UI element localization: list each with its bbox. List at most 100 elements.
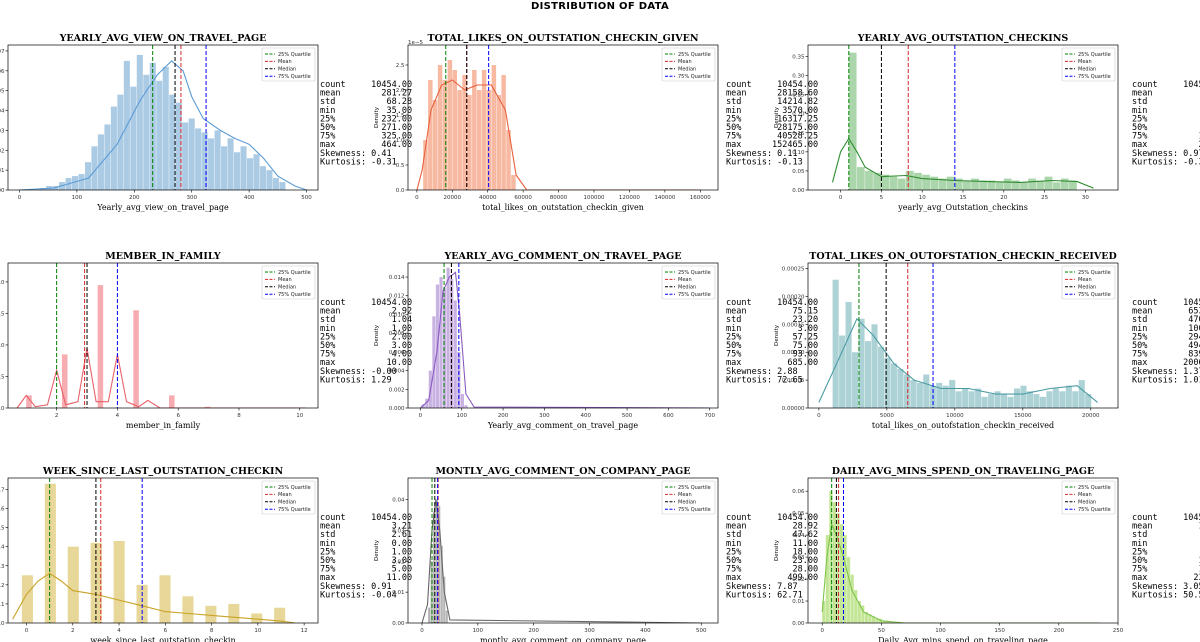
histogram-bar — [188, 118, 195, 190]
y-tick-label: 1.0 — [0, 343, 5, 349]
x-tick-label: 100 — [935, 628, 946, 634]
y-tick-label: 0.04 — [392, 498, 405, 504]
legend-box — [1061, 265, 1116, 300]
histogram-bar — [511, 175, 516, 190]
chart-panel-8: MONTLY_AVG_COMMENT_ON_COMPANY_PAGE 0 100 20… — [374, 466, 818, 642]
x-axis-label: total_likes_on_outofstation_checkin_rece… — [872, 421, 1054, 430]
histogram-bar — [1039, 396, 1046, 408]
x-tick-label: 5000 — [880, 413, 894, 419]
histogram-bar — [501, 75, 506, 190]
histogram-bar — [848, 52, 857, 190]
plot-frame — [7, 262, 319, 409]
stats-line: std 2.61 — [320, 530, 412, 540]
y-tick-label: 0.01 — [792, 599, 804, 605]
histogram-bar — [1046, 391, 1053, 408]
x-tick-label: 10 — [296, 413, 303, 419]
y-tick-label: 0.03 — [792, 555, 805, 561]
x-tick-label: 30 — [1082, 195, 1089, 201]
histogram-bar — [437, 65, 443, 190]
legend-label: 25% Quartile — [678, 485, 711, 491]
stats-line: Skewness: 2.88 — [726, 367, 798, 377]
stats-line: 25% 232.00 — [320, 114, 412, 124]
legend-box — [261, 47, 316, 82]
histogram-bar — [890, 363, 897, 408]
histogram-bar — [195, 128, 202, 190]
stats-line: mean 28158.60 — [726, 89, 818, 99]
histogram-bar — [432, 100, 438, 190]
histogram-bar — [1065, 385, 1072, 408]
histogram-bar — [452, 70, 457, 190]
histogram-bar — [133, 310, 139, 408]
plot-frame — [807, 477, 1119, 624]
histogram-bar — [136, 54, 143, 190]
legend-label: Median — [1078, 67, 1096, 73]
kde-line — [821, 522, 1101, 623]
chart-title: TOTAL_LIKES_ON_OUTSTATION_CHECKIN_GIVEN — [427, 33, 698, 44]
histogram-bar — [988, 394, 995, 408]
histogram-bar — [143, 74, 150, 190]
x-tick-label: 500 — [301, 195, 312, 201]
histogram-bar — [822, 601, 826, 623]
chart-plot-area — [818, 263, 1098, 408]
histogram-bar — [1007, 396, 1014, 408]
x-tick-label: 10 — [919, 195, 926, 201]
y-tick-label: 0.008 — [389, 331, 405, 337]
stats-line: 75% 14.00 — [1132, 132, 1200, 142]
x-tick-label: 300 — [539, 413, 550, 419]
stats-line: std 14214.82 — [726, 97, 818, 107]
stats-line: 25% 1.00 — [1132, 114, 1200, 124]
y-tick-label: 0.002 — [0, 148, 5, 154]
legend-label: 75% Quartile — [278, 292, 311, 298]
y-axis-label: Density — [374, 324, 380, 346]
legend-box — [1061, 480, 1116, 515]
stats-line: mean 8.29 — [1132, 89, 1200, 99]
histogram-bar — [979, 180, 988, 190]
histogram-bar — [440, 545, 443, 623]
x-tick-label: 5 — [880, 195, 884, 201]
y-tick-label: 0.4 — [0, 545, 5, 551]
chart-title: MEMBER_IN_FAMILY — [105, 251, 221, 262]
x-tick-label: 500 — [696, 628, 707, 634]
legend-label: Mean — [678, 492, 692, 498]
stats-line: max 464.00 — [320, 140, 412, 150]
stats-line: mean 6535.81 — [1132, 307, 1200, 317]
legend-label: 25% Quartile — [278, 52, 311, 58]
histogram-bar — [228, 603, 240, 623]
stats-line: max 11.00 — [320, 573, 412, 583]
legend-label: 25% Quartile — [1078, 52, 1111, 58]
histogram-bar — [1052, 182, 1061, 190]
stats-line: 75% 18.00 — [1132, 565, 1200, 575]
stats-line: 75% 4.00 — [320, 350, 412, 360]
y-tick-label: 0.35 — [792, 54, 805, 60]
stats-line: Skewness: 1.37 — [1132, 367, 1200, 377]
histogram-bar — [175, 102, 182, 190]
stats-line: mean 3.21 — [320, 522, 412, 532]
y-tick-label: 0.02 — [392, 559, 404, 565]
stats-line: 50% 3.00 — [320, 341, 412, 351]
legend-label: Median — [278, 500, 296, 506]
histogram-bar — [938, 178, 947, 190]
stats-line: mean 13.85 — [1132, 522, 1200, 532]
y-tick-label: 0.003 — [0, 128, 5, 134]
x-tick-label: 0 — [839, 195, 843, 201]
x-tick-label: 0 — [419, 413, 423, 419]
x-axis-label: week_since_last_outstation_checkin — [90, 636, 235, 642]
legend-label: Median — [278, 67, 296, 73]
x-tick-label: 8 — [210, 628, 214, 634]
histogram-bar — [871, 324, 878, 408]
histogram-bar — [61, 354, 68, 408]
x-tick-label: 300 — [584, 628, 595, 634]
histogram-bar — [435, 499, 438, 623]
chart-title: WEEK_SINCE_LAST_OUTSTATION_CHECKIN — [42, 466, 284, 477]
histogram-bar — [1013, 388, 1021, 408]
kde-line — [19, 60, 307, 190]
histogram-bar — [91, 146, 98, 190]
histogram-bar — [1060, 178, 1069, 190]
x-tick-label: 0 — [18, 195, 22, 201]
legend-label: 75% Quartile — [1078, 507, 1111, 513]
stats-line: 25% 1.00 — [320, 547, 412, 557]
x-tick-label: 0 — [25, 628, 29, 634]
histogram-bar — [251, 613, 263, 623]
